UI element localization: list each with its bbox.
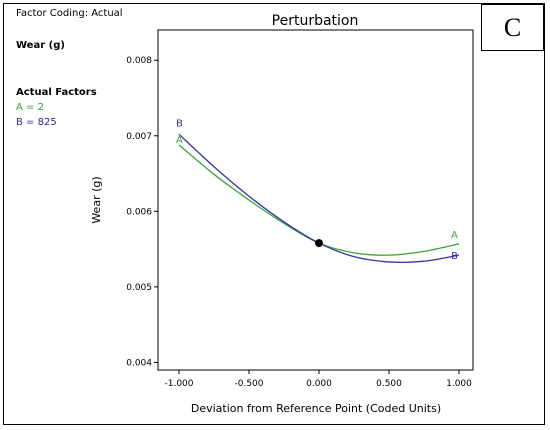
y-tick-label: 0.004: [126, 358, 152, 368]
x-axis-label: Deviation from Reference Point (Coded Un…: [191, 402, 441, 415]
series-start-label-a: A: [176, 135, 183, 146]
y-axis: 0.004 0.005 0.006 0.007 0.008: [126, 56, 158, 368]
chart-title: Perturbation: [272, 13, 359, 29]
panel-letter-box: C: [481, 4, 544, 51]
x-tick-label: 0.000: [306, 379, 332, 389]
series-end-label-b: B: [451, 251, 458, 262]
factor-a-value: A = 2: [16, 102, 44, 113]
x-tick-label: -1.000: [164, 379, 193, 389]
y-tick-label: 0.005: [126, 283, 152, 293]
response-label: Wear (g): [16, 40, 65, 51]
factor-coding-label: Factor Coding: Actual: [16, 8, 123, 19]
x-axis: -1.000 -0.500 0.000 0.500 1.000: [164, 370, 472, 389]
panel-letter: C: [503, 12, 522, 42]
x-tick-label: -0.500: [234, 379, 263, 389]
y-tick-label: 0.007: [126, 132, 152, 142]
reference-point-marker: [315, 239, 323, 248]
y-tick-label: 0.008: [126, 56, 152, 66]
x-tick-label: 1.000: [446, 379, 472, 389]
actual-factors-heading: Actual Factors: [16, 87, 97, 98]
plot-area: [157, 29, 474, 371]
series-end-label-a: A: [451, 230, 458, 241]
factor-b-value: B = 825: [16, 117, 57, 128]
y-axis-label: Wear (g): [90, 176, 103, 223]
y-tick-label: 0.006: [126, 207, 152, 217]
series-start-label-b: B: [176, 118, 183, 129]
x-tick-label: 0.500: [376, 379, 402, 389]
